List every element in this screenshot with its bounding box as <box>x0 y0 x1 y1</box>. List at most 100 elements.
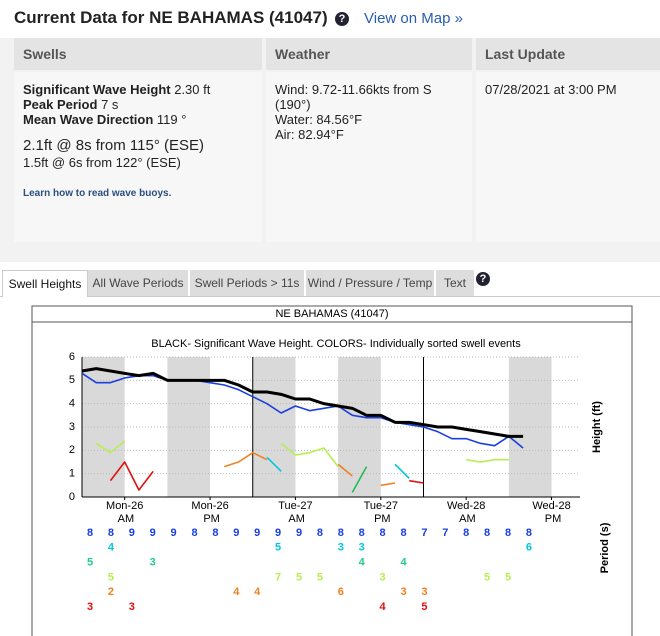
page-title: Current Data for NE BAHAMAS (41047) <box>14 8 328 27</box>
period-value: 8 <box>87 527 93 539</box>
label: Peak Period <box>23 97 98 112</box>
y-tick-label: 6 <box>69 351 75 363</box>
period-value: 2 <box>108 586 114 598</box>
period-value: 8 <box>359 527 365 539</box>
period-value: 5 <box>87 557 93 569</box>
period-value: 3 <box>87 601 93 613</box>
info-panels: Swells Weather Last Update Significant W… <box>0 38 660 262</box>
x-tick-label: Mon-26 PM <box>191 500 228 525</box>
period-value: 5 <box>484 571 490 583</box>
period-value: 3 <box>129 601 135 613</box>
tab[interactable]: Swell Heights <box>2 270 88 297</box>
series-line <box>81 367 524 438</box>
period-value: 8 <box>108 527 114 539</box>
help-icon[interactable]: ? <box>335 12 349 26</box>
period-value: 6 <box>338 586 344 598</box>
period-value: 5 <box>296 571 302 583</box>
period-value: 7 <box>275 571 281 583</box>
help-icon[interactable]: ? <box>476 272 490 286</box>
y-tick-label: 1 <box>69 468 75 480</box>
period-value: 8 <box>484 527 490 539</box>
period-value: 9 <box>233 527 239 539</box>
x-tick-label: Tue-27 PM <box>364 500 398 525</box>
period-value: 4 <box>359 557 366 569</box>
period-value: 5 <box>421 601 427 613</box>
tab[interactable]: Swell Periods > 11s <box>190 270 305 296</box>
period-value: 5 <box>505 571 511 583</box>
period-value: 9 <box>296 527 302 539</box>
panel-heading: Weather <box>266 38 472 70</box>
series-line <box>81 372 524 449</box>
y-tick-label: 2 <box>69 444 75 456</box>
period-value: 4 <box>400 557 407 569</box>
y-tick-label: 5 <box>69 374 75 386</box>
period-value: 9 <box>150 527 156 539</box>
chart-title: NE BAHAMAS (41047) <box>275 308 388 320</box>
period-value: 4 <box>108 542 115 554</box>
period-value: 7 <box>421 527 427 539</box>
air: Air: 82.94°F <box>275 127 344 142</box>
wind: Wind: 9.72-11.66kts from S (190°) <box>275 82 432 112</box>
tab-bar: Swell Heights All Wave Periods Swell Perio… <box>0 270 660 297</box>
value: 7 s <box>101 97 119 112</box>
period-value: 3 <box>359 542 365 554</box>
period-value: 9 <box>275 527 281 539</box>
period-value: 4 <box>233 586 240 598</box>
period-value: 3 <box>400 586 406 598</box>
period-value: 8 <box>338 527 344 539</box>
tab[interactable]: All Wave Periods <box>88 270 189 296</box>
period-value: 8 <box>526 527 532 539</box>
y-tick-label: 0 <box>69 491 75 503</box>
period-value: 8 <box>317 527 323 539</box>
period-value: 6 <box>526 542 532 554</box>
swell-line: 2.1ft @ 8s from 115° (ESE) <box>23 137 205 154</box>
learn-link[interactable]: Learn how to read wave buoys. <box>23 188 172 199</box>
period-value: 9 <box>129 527 135 539</box>
update-panel: 07/28/2021 at 3:00 PM <box>476 72 660 242</box>
chart: NE BAHAMAS (41047) BLACK- Significant Wa… <box>31 305 633 636</box>
period-value: 9 <box>254 527 260 539</box>
swells-panel: Significant Wave Height 2.30 ft Peak Per… <box>14 72 262 242</box>
water: Water: 84.56°F <box>275 112 363 127</box>
label: Significant Wave Height <box>23 82 171 97</box>
weather-panel: Wind: 9.72-11.66kts from S (190°) Water:… <box>266 72 472 242</box>
night-band <box>338 357 381 497</box>
period-value: 8 <box>191 527 197 539</box>
period-value: 8 <box>400 527 406 539</box>
value: 2.30 ft <box>174 82 211 97</box>
night-band <box>167 357 211 497</box>
period-value: 4 <box>254 586 261 598</box>
x-tick-label: Tue-27 AM <box>278 500 312 525</box>
tab[interactable]: Text <box>436 270 475 296</box>
period-value: 8 <box>463 527 469 539</box>
period-value: 7 <box>442 527 448 539</box>
period-value: 3 <box>380 571 386 583</box>
period-value: 4 <box>380 601 387 613</box>
panel-heading: Swells <box>14 38 262 70</box>
period-value: 5 <box>317 571 323 583</box>
x-tick-label: Wed-28 AM <box>447 500 485 525</box>
label: Mean Wave Direction <box>23 112 154 127</box>
chart-subtitle: BLACK- Significant Wave Height. COLORS- … <box>151 338 521 350</box>
period-value: 8 <box>380 527 386 539</box>
x-tick-label: Mon-26 AM <box>106 500 143 525</box>
x-tick-label: Wed-28 PM <box>532 500 570 525</box>
update-time: 07/28/2021 at 3:00 PM <box>485 82 617 97</box>
value: 119 ° <box>156 112 187 127</box>
series-line <box>266 456 410 479</box>
period-value: 3 <box>150 557 156 569</box>
period-value: 5 <box>275 542 281 554</box>
period-value: 8 <box>212 527 218 539</box>
series-line <box>351 466 368 493</box>
period-value: 9 <box>171 527 177 539</box>
map-link[interactable]: View on Map » <box>364 10 463 27</box>
period-value: 3 <box>338 542 344 554</box>
series-line <box>109 461 424 491</box>
y-tick-label: 4 <box>69 398 75 410</box>
y-axis-label: Height (ft) <box>591 401 603 453</box>
night-band <box>508 357 552 497</box>
period-value: 5 <box>108 571 114 583</box>
tab[interactable]: Wind / Pressure / Temp <box>306 270 435 296</box>
series-line <box>95 440 509 468</box>
